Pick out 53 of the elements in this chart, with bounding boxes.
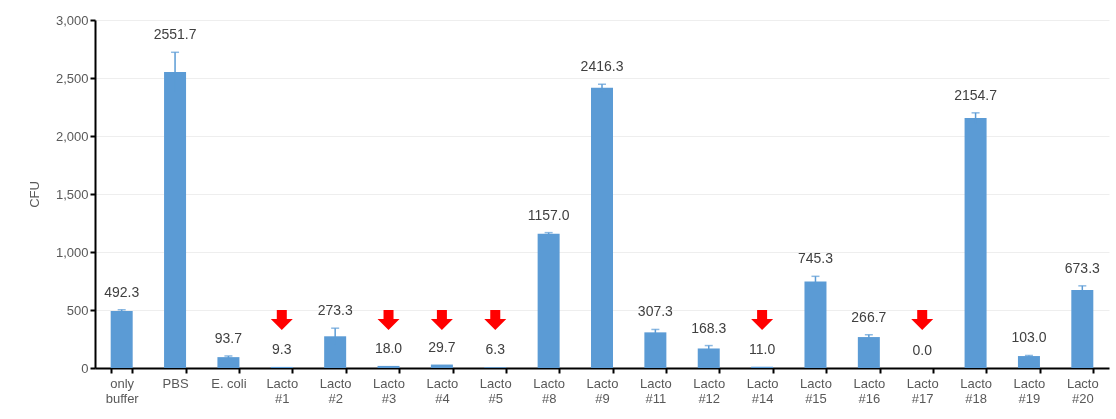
data-label: 1157.0 — [527, 206, 570, 223]
x-tick-label: PBS — [162, 375, 189, 391]
x-tick-label: Lacto #4 — [426, 375, 459, 406]
data-label: 2551.7 — [153, 26, 197, 43]
x-tick-label: E. coli — [211, 375, 247, 391]
bar — [537, 233, 560, 368]
x-tick-label: Lacto #18 — [960, 375, 992, 406]
data-label: 11.0 — [749, 340, 776, 357]
data-label: 266.7 — [851, 308, 887, 325]
y-tick-label: 1,000 — [55, 244, 89, 260]
x-tick-label: Lacto #1 — [266, 375, 299, 406]
y-tick-label: 500 — [66, 302, 89, 318]
bar — [964, 118, 987, 368]
x-tick-label: Lacto #20 — [1066, 375, 1099, 406]
bar — [804, 281, 827, 368]
x-tick-label: Lacto #2 — [319, 375, 352, 406]
data-label: 2154.7 — [954, 86, 998, 103]
x-tick-label: Lacto #11 — [639, 375, 672, 406]
bar — [377, 365, 400, 368]
x-tick-label: Lacto #5 — [479, 375, 512, 406]
data-label: 93.7 — [214, 329, 243, 346]
y-axis-title: CFU — [26, 181, 42, 208]
x-tick-label: Lacto #12 — [693, 375, 726, 406]
data-label: 492.3 — [104, 283, 140, 300]
bar — [217, 357, 240, 368]
bar — [1017, 356, 1040, 368]
data-label: 9.3 — [272, 340, 292, 357]
x-tick-label: Lacto #15 — [800, 375, 832, 406]
data-label: 307.3 — [637, 303, 674, 320]
x-tick-label: Lacto #9 — [586, 375, 619, 406]
y-tick-label: 0 — [81, 360, 89, 376]
data-label: 18.0 — [374, 339, 403, 356]
x-tick-label: Lacto #3 — [373, 375, 405, 406]
x-tick-label: Lacto #19 — [1013, 375, 1046, 406]
data-label: 2416.3 — [580, 58, 624, 75]
data-label: 673.3 — [1064, 259, 1101, 276]
y-tick-label: 3,000 — [55, 12, 89, 28]
y-tick-label: 1,500 — [55, 186, 89, 202]
data-label: 0.0 — [912, 342, 933, 358]
data-label: 29.7 — [428, 338, 456, 355]
x-tick-label: only buffer — [105, 375, 140, 406]
x-tick-label: Lacto #17 — [906, 375, 939, 406]
data-label: 273.3 — [317, 302, 353, 319]
x-tick-label: Lacto #8 — [533, 375, 566, 406]
data-label: 745.3 — [797, 250, 834, 267]
x-tick-label: Lacto #16 — [853, 375, 886, 406]
data-label: 168.3 — [691, 319, 727, 336]
x-tick-label: Lacto #14 — [746, 375, 779, 406]
data-label: 103.0 — [1011, 329, 1047, 346]
y-tick-label: 2,000 — [55, 128, 89, 144]
data-label: 6.3 — [485, 341, 506, 358]
bar — [110, 310, 133, 368]
y-tick-label: 2,500 — [55, 70, 89, 86]
